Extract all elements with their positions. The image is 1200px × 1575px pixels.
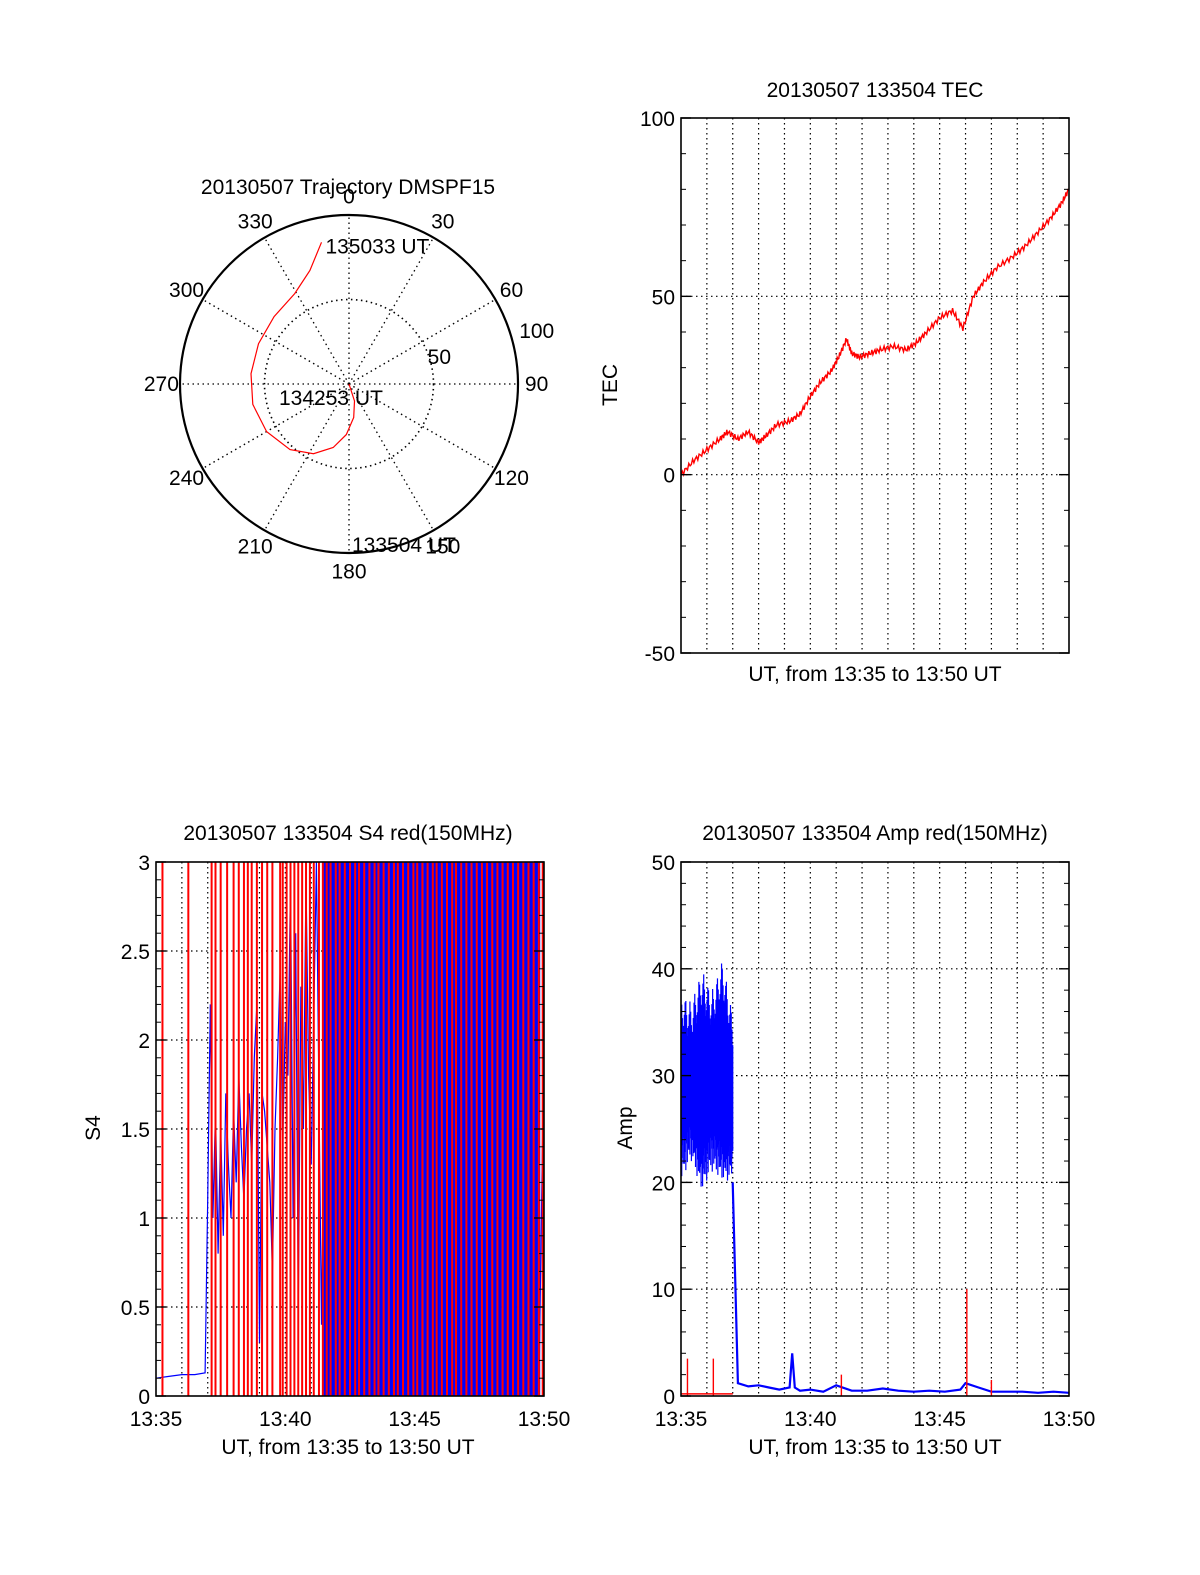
tec-series-line xyxy=(681,188,1069,478)
polar-angle-label-90: 90 xyxy=(525,373,548,396)
tec-xlabel: UT, from 13:35 to 13:50 UT xyxy=(748,663,1001,686)
s4-ylabel: S4 xyxy=(82,1115,105,1141)
polar-angle-labels: 0 30 60 90 120 150 180 210 240 270 300 330 50 100 xyxy=(144,185,554,583)
s4-blue-bar-5 xyxy=(361,862,370,1396)
polar-track-label-0: 135033 UT xyxy=(325,235,429,258)
s4-blue-bar-15 xyxy=(439,862,448,1396)
s4-plot-ytick-label-3: 1.5 xyxy=(121,1119,150,1142)
amp-plot-ytick-label-1: 10 xyxy=(652,1279,675,1302)
polar-angle-label-0: 0 xyxy=(343,185,355,208)
s4-blue-bar-17 xyxy=(454,862,463,1396)
polar-spoke-210 xyxy=(263,383,350,531)
polar-angle-label-120: 120 xyxy=(494,467,529,490)
tec-title: 20130507 133504 TEC xyxy=(767,79,984,102)
s4-plot-xtick-label-0: 13:35 xyxy=(130,1408,183,1431)
polar-spoke-120 xyxy=(348,383,496,470)
amp-plot-xtick-label-3: 13:50 xyxy=(1043,1408,1096,1431)
trajectory-panel: 20130507 Trajectory DMSPF15 0 30 60 90 120 15… xyxy=(144,176,554,584)
s4-blue-bar-12 xyxy=(415,862,424,1396)
s4-blue-bar-4 xyxy=(353,862,362,1396)
tec-plot-area: -50 0 50 100 xyxy=(640,108,1070,666)
amp-ylabel: Amp xyxy=(614,1106,637,1149)
polar-angle-label-30: 30 xyxy=(431,211,454,234)
s4-blue-bar-2 xyxy=(338,862,347,1396)
polar-radius-label-100: 100 xyxy=(519,320,554,343)
amp-plot-area: 0 10 20 30 40 50 13:35 13:40 13:45 13:50 xyxy=(652,852,1096,1431)
amp-series-line xyxy=(731,1182,1069,1394)
s4-blue-bar-16 xyxy=(446,862,455,1396)
s4-blue-bar-1 xyxy=(330,862,339,1396)
polar-grid xyxy=(178,213,520,555)
polar-angle-label-60: 60 xyxy=(500,279,523,302)
polar-angle-label-210: 210 xyxy=(238,535,273,558)
polar-spoke-30 xyxy=(348,237,435,385)
amp-plot-ytick-label-3: 30 xyxy=(652,1066,675,1089)
polar-spoke-150 xyxy=(348,383,435,531)
polar-angle-label-150: 150 xyxy=(425,535,460,558)
polar-spoke-300 xyxy=(202,298,350,385)
tec-panel: 20130507 133504 TEC UT, from 13:35 to 13… xyxy=(599,79,1070,686)
polar-angle-label-270: 270 xyxy=(144,373,179,396)
polar-ring-100 xyxy=(178,213,520,555)
s4-plot-ytick-label-5: 2.5 xyxy=(121,941,150,964)
amp-xlabel: UT, from 13:35 to 13:50 UT xyxy=(748,1436,1001,1459)
s4-plot-ytick-label-6: 3 xyxy=(138,852,150,875)
tec-plot-ytick-label-0: -50 xyxy=(645,643,675,666)
polar-ring-50 xyxy=(263,298,435,470)
s4-title: 20130507 133504 S4 red(150MHz) xyxy=(183,822,512,845)
polar-radius-label-50: 50 xyxy=(428,346,451,369)
s4-blue-bar-21 xyxy=(485,862,494,1396)
polar-angle-label-180: 180 xyxy=(331,561,366,584)
s4-plot-xtick-label-2: 13:45 xyxy=(388,1408,441,1431)
polar-track-labels: 135033 UT 134253 UT 133504 UT xyxy=(279,235,456,557)
polar-spoke-330 xyxy=(263,237,350,385)
s4-blue-bar-7 xyxy=(377,862,386,1396)
s4-blue-bar-6 xyxy=(369,862,378,1396)
s4-plot-area: 0 0.5 1 1.5 2 2.5 3 13:35 13:40 13:45 13:50 xyxy=(121,852,570,1431)
polar-spoke-240 xyxy=(202,383,350,470)
s4-plot-ytick-label-0: 0 xyxy=(138,1386,150,1409)
s4-plot-xtick-label-3: 13:50 xyxy=(518,1408,571,1431)
s4-plot-data xyxy=(156,862,544,1396)
amp-plot-xtick-label-0: 13:35 xyxy=(655,1408,708,1431)
amp-plot-ytick-label-0: 0 xyxy=(663,1386,675,1409)
amp-plot-frame xyxy=(680,861,1070,1397)
trajectory-title: 20130507 Trajectory DMSPF15 xyxy=(201,176,495,199)
tec-plot-frame xyxy=(680,117,1070,654)
tec-ylabel: TEC xyxy=(599,364,622,406)
polar-spoke-60 xyxy=(348,298,496,385)
s4-blue-bar-19 xyxy=(470,862,479,1396)
amp-plot-xtick-label-2: 13:45 xyxy=(913,1408,966,1431)
polar-angle-label-240: 240 xyxy=(169,467,204,490)
s4-blue-bar-11 xyxy=(408,862,417,1396)
s4-plot-ytick-label-1: 0.5 xyxy=(121,1297,150,1320)
tec-plot-ytick-label-3: 100 xyxy=(640,108,675,131)
amp-panel: 20130507 133504 Amp red(150MHz) UT, from… xyxy=(614,822,1095,1459)
amp-plot-ytick-label-4: 40 xyxy=(652,959,675,982)
tec-plot-ytick-label-1: 0 xyxy=(663,465,675,488)
s4-plot-xtick-label-1: 13:40 xyxy=(259,1408,312,1431)
polar-track-line xyxy=(250,242,356,455)
s4-plot-ytick-label-4: 2 xyxy=(138,1030,150,1053)
amp-plot-ytick-label-5: 50 xyxy=(652,852,675,875)
polar-track-label-2: 133504 UT xyxy=(352,534,456,557)
polar-track xyxy=(250,242,356,455)
polar-track-label-1: 134253 UT xyxy=(279,387,383,410)
amp-plot-ytick-label-2: 20 xyxy=(652,1172,675,1195)
s4-panel: 20130507 133504 S4 red(150MHz) UT, from … xyxy=(82,822,570,1459)
s4-blue-bar-10 xyxy=(400,862,409,1396)
s4-plot-ytick-label-2: 1 xyxy=(138,1208,150,1231)
s4-blue-bar-14 xyxy=(431,862,440,1396)
tec-plot-data xyxy=(681,188,1069,478)
tec-plot-ytick-label-2: 50 xyxy=(652,286,675,309)
s4-xlabel: UT, from 13:35 to 13:50 UT xyxy=(221,1436,474,1459)
amp-title: 20130507 133504 Amp red(150MHz) xyxy=(702,822,1048,845)
polar-angle-label-300: 300 xyxy=(169,279,204,302)
polar-angle-label-330: 330 xyxy=(238,211,273,234)
amp-plot-xtick-label-1: 13:40 xyxy=(784,1408,837,1431)
